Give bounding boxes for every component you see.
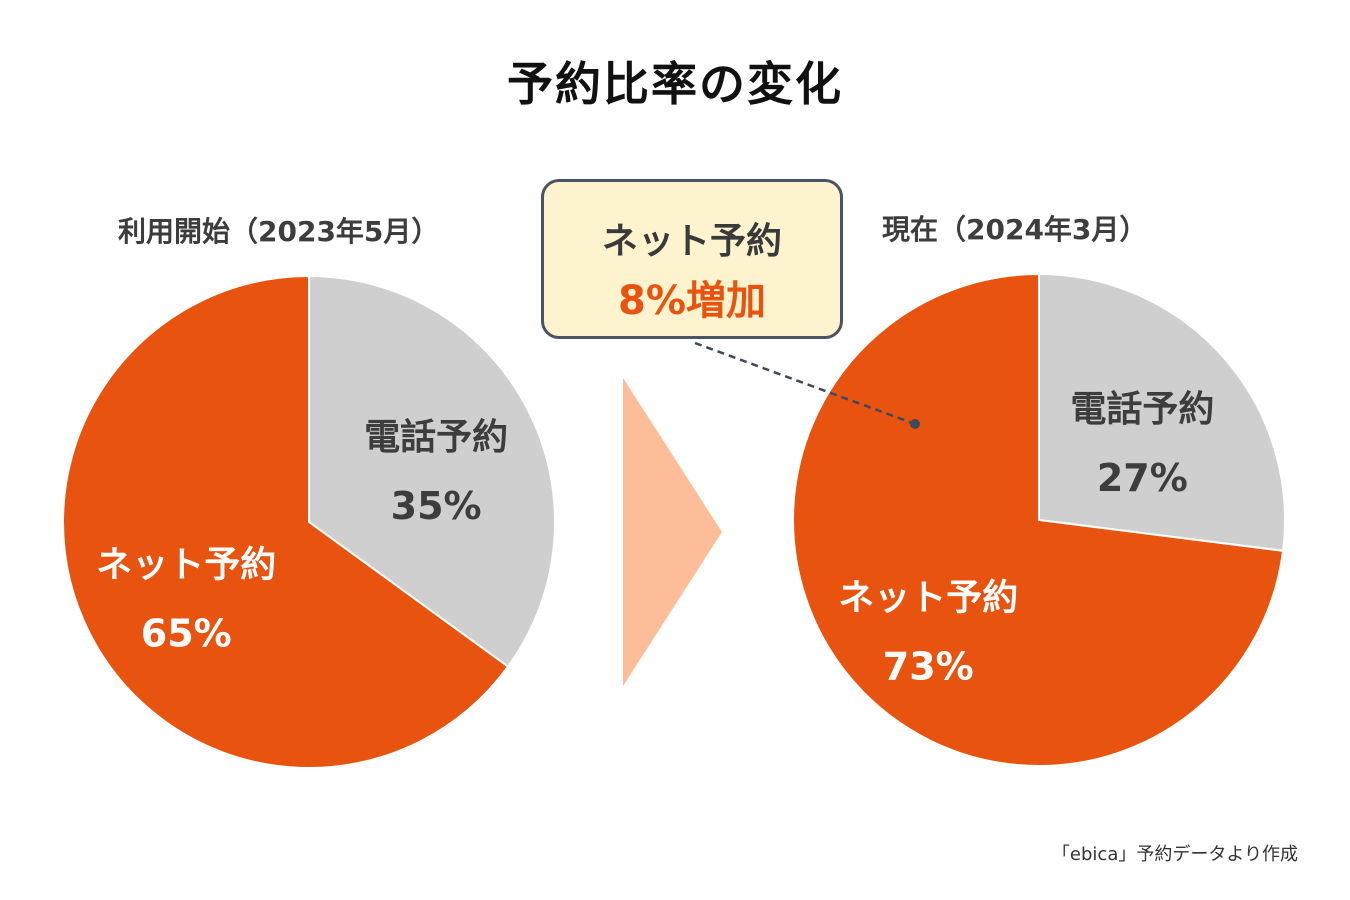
slice-label: ネット予約 [838,578,1018,619]
transition-arrow-icon [623,378,722,686]
pie-chart-2024: 電話予約 27% ネット予約 73% [792,272,1286,767]
pie-slice [308,274,556,668]
callout-leader-line [694,341,916,426]
callout-increase: 8%増加 [618,278,766,324]
page-title: 予約比率の変化 [507,57,843,111]
slice-value-label: 35% [391,484,482,528]
pie-slice [1038,272,1286,552]
slice-value-label: 65% [141,612,232,656]
callout-leader-dot [910,419,920,429]
slice-label: 電話予約 [1070,389,1214,430]
slice-value-label: 27% [1097,456,1188,500]
slice-label: 電話予約 [364,417,508,458]
slice-label: ネット予約 [96,545,276,586]
pie-title-2023: 利用開始（2023年5月） [118,215,440,248]
pie-slice [62,274,510,769]
source-note: 「ebica」予約データより作成 [1051,844,1298,865]
pie-title-2024: 現在（2024年3月） [882,213,1148,246]
pie-slice [792,272,1285,767]
callout-label: ネット予約 [601,221,782,262]
slice-value-label: 73% [883,645,974,689]
callout-box: ネット予約 8%増加 [541,179,843,339]
pie-chart-2023: 電話予約 35% ネット予約 65% [62,274,556,769]
